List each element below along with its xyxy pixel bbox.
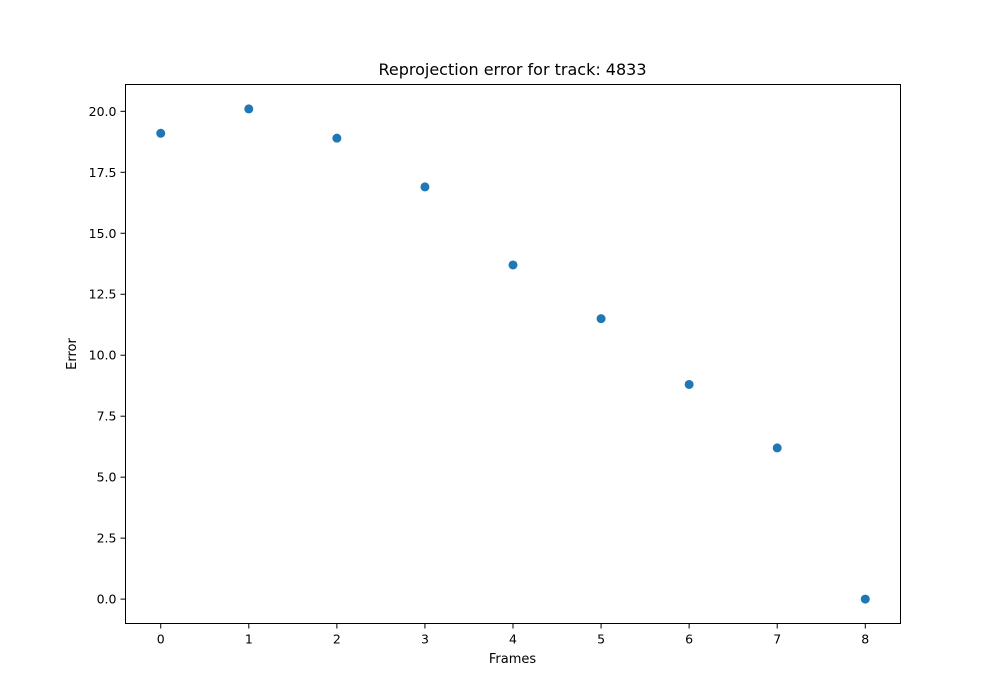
y-tick-label: 7.5 [97,409,117,424]
x-tick-label: 6 [685,632,693,647]
y-tick-label: 12.5 [89,287,117,302]
x-tick-label: 7 [773,632,781,647]
data-point [156,128,166,138]
data-point [860,594,870,604]
x-axis-label: Frames [489,652,537,667]
data-point [596,314,606,324]
data-point [244,104,254,114]
data-point [332,133,342,143]
x-tick-label: 8 [861,632,869,647]
y-tick-label: 0.0 [97,592,117,607]
y-tick-label: 2.5 [97,531,117,546]
x-tick-label: 3 [421,632,429,647]
x-tick-label: 4 [509,632,517,647]
y-tick-label: 10.0 [89,348,117,363]
x-tick-label: 1 [245,632,253,647]
y-axis: 0.0 2.5 5.0 7.5 10.0 12.5 15.0 17.5 20.0 [89,104,126,607]
y-tick-label: 20.0 [89,104,117,119]
plot-area [125,84,901,624]
chart-title: Reprojection error for track: 4833 [378,60,646,79]
data-point [420,182,430,192]
y-tick-label: 15.0 [89,226,117,241]
x-axis: 0 1 2 3 4 5 6 7 8 [157,623,869,647]
x-tick-label: 2 [333,632,341,647]
y-tick-label: 17.5 [89,165,117,180]
x-tick-label: 0 [157,632,165,647]
data-points [156,104,870,604]
data-point [684,379,694,389]
y-axis-label: Error [65,338,80,370]
data-point [508,260,518,270]
data-point [772,443,782,453]
x-tick-label: 5 [597,632,605,647]
y-tick-label: 5.0 [97,470,117,485]
